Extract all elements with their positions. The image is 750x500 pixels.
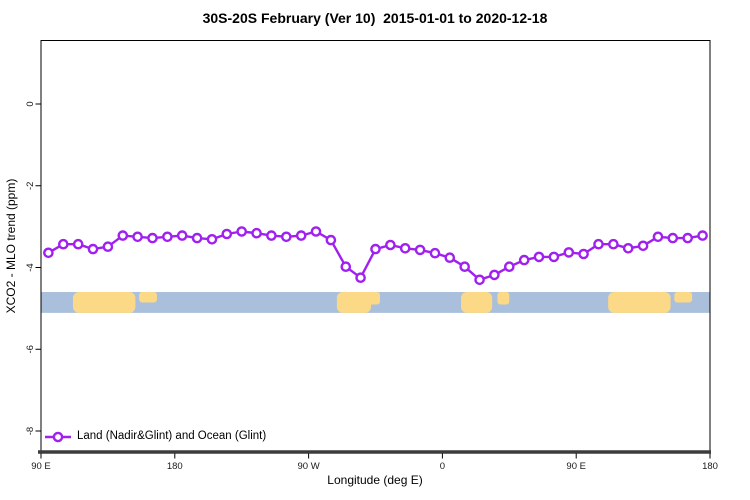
data-point-marker — [563, 247, 575, 258]
data-point-marker — [489, 269, 500, 281]
y-tick-label: -4 — [25, 263, 36, 271]
data-point-marker — [622, 242, 634, 254]
land-patch — [674, 292, 693, 303]
data-point-marker — [608, 238, 619, 250]
data-point-marker — [191, 232, 203, 244]
y-tick-label: -8 — [25, 427, 36, 435]
data-point-marker — [280, 231, 292, 243]
land-patch — [360, 292, 380, 305]
data-point-marker — [325, 234, 337, 246]
data-point-marker — [593, 238, 604, 250]
data-point-marker — [176, 230, 188, 241]
chart-title: 30S-20S February (Ver 10) 2015-01-01 to … — [202, 10, 548, 26]
land-patch — [460, 292, 493, 313]
data-point-marker — [43, 247, 54, 259]
data-point-marker — [266, 230, 277, 241]
data-point-marker — [355, 272, 366, 284]
legend-entry-label: Land (Nadir&Glint) and Ocean (Glint) — [77, 430, 267, 442]
land-patch — [139, 292, 157, 303]
x-tick-label: 0 — [440, 461, 445, 472]
data-point-marker — [162, 231, 173, 243]
data-point-marker — [533, 251, 545, 263]
x-tick-label: 90 E — [566, 461, 586, 472]
land-patch — [72, 292, 136, 313]
data-point-marker — [206, 233, 218, 245]
data-point-marker — [548, 251, 560, 263]
y-tick-label: -6 — [25, 345, 36, 353]
data-point-marker — [414, 244, 426, 256]
data-point-marker — [295, 230, 307, 241]
data-point-marker — [221, 228, 233, 240]
data-point-marker — [87, 243, 99, 255]
data-point-marker — [72, 238, 84, 250]
land-patch — [497, 292, 510, 305]
data-point-marker — [102, 241, 114, 252]
x-axis-label: Longitude (deg E) — [327, 473, 423, 487]
data-point-marker — [399, 242, 411, 254]
x-tick-label: 180 — [167, 461, 183, 472]
y-tick-label: -2 — [25, 182, 36, 190]
legend-marker-sample — [52, 431, 64, 443]
data-point-marker — [637, 240, 649, 252]
land-patch — [608, 292, 671, 313]
data-point-marker — [147, 232, 158, 244]
data-point-marker — [429, 247, 441, 259]
data-point-marker — [697, 230, 708, 241]
data-point-marker — [444, 252, 456, 264]
data-point-marker — [58, 238, 69, 250]
y-axis-label: XCO2 - MLO trend (ppm) — [4, 178, 18, 314]
data-point-marker — [385, 239, 396, 251]
data-point-marker — [578, 248, 589, 260]
data-point-marker — [682, 232, 694, 244]
data-point-marker — [503, 261, 515, 273]
data-point-marker — [340, 261, 352, 273]
data-point-marker — [518, 254, 530, 266]
data-point-marker — [117, 230, 129, 241]
y-tick-label: 0 — [25, 101, 36, 106]
data-point-marker — [132, 231, 143, 243]
data-line — [47, 230, 704, 281]
data-point-marker — [652, 231, 664, 243]
data-point-marker — [667, 232, 679, 244]
x-tick-label: 90 E — [31, 461, 51, 472]
data-point-marker — [459, 261, 471, 273]
x-tick-label: 90 W — [298, 461, 320, 472]
x-tick-label: 180 — [702, 461, 718, 472]
data-point-marker — [474, 274, 485, 286]
data-point-marker — [236, 226, 247, 237]
data-point-marker — [310, 226, 322, 237]
data-point-marker — [370, 243, 381, 255]
data-point-marker — [251, 227, 262, 239]
